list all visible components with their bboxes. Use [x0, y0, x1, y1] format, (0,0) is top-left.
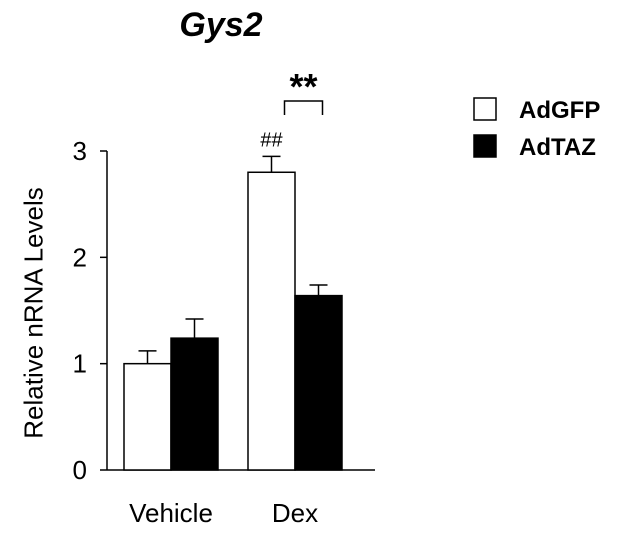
bar-adgfp-vehicle — [123, 362, 172, 471]
legend-swatch-adtaz — [473, 134, 497, 158]
y-tick-label: 3 — [73, 136, 87, 166]
bar-adtaz-vehicle — [170, 337, 219, 471]
x-tick-label: Vehicle — [129, 498, 213, 528]
significance-bracket — [283, 100, 324, 115]
y-tick-label: 1 — [73, 349, 87, 379]
legend-label-adtaz: AdTAZ — [519, 134, 596, 161]
y-tick-label: 0 — [73, 455, 87, 485]
significance-marker-hash: ## — [260, 129, 283, 151]
y-tick-label: 2 — [73, 242, 87, 272]
chart-title: Gys2 — [179, 6, 263, 44]
legend-label-adgfp: AdGFP — [519, 97, 600, 124]
significance-marker-stars: ** — [289, 66, 317, 107]
legend-swatch-adgfp — [473, 97, 497, 121]
x-tick-label: Dex — [272, 498, 318, 528]
bar-adtaz-dex — [294, 294, 343, 471]
bar-adgfp-dex — [247, 171, 296, 471]
